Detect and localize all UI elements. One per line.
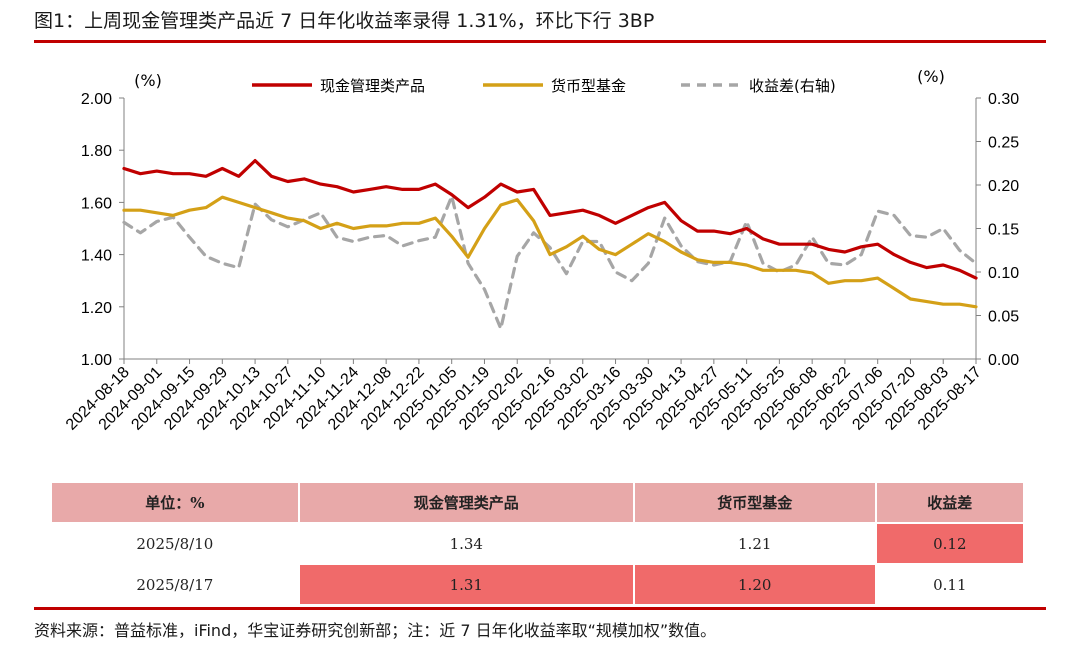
left-tick-label: 1.00 [81, 352, 112, 369]
cash-value: 1.34 [449, 534, 483, 553]
source-note: 资料来源：普益标准，iFind，华宝证券研究创新部；注：近 7 日年化收益率取“… [34, 621, 717, 640]
row-date: 2025/8/17 [136, 575, 214, 594]
right-tick-label: 0.05 [988, 309, 1019, 326]
right-tick-label: 0.00 [988, 352, 1019, 369]
right-tick-label: 0.20 [988, 178, 1019, 195]
right-tick-label: 0.15 [988, 222, 1019, 239]
figure-title: 图1：上周现金管理类产品近 7 日年化收益率录得 1.31%，环比下行 3BP [34, 10, 655, 32]
cash-value-highlight: 1.31 [299, 565, 633, 604]
header-unit: 单位：% [52, 483, 298, 522]
series-line-spread-2 [122, 194, 978, 331]
left-tick-label: 1.20 [81, 300, 112, 317]
table-row: 2025/8/17 1.31 1.20 0.11 [52, 565, 1023, 604]
series-line-solid-0 [122, 158, 978, 280]
header-cash-product: 现金管理类产品 [299, 483, 633, 522]
header-spread: 收益差 [876, 483, 1023, 522]
fund-value-highlight: 1.20 [634, 565, 875, 604]
bottom-rule [34, 607, 1046, 610]
left-tick-label: 1.80 [81, 143, 112, 160]
right-tick-label: 0.30 [988, 91, 1019, 108]
left-tick-label: 1.40 [81, 248, 112, 265]
row-date: 2025/8/10 [136, 534, 214, 553]
right-tick-label: 0.10 [988, 265, 1019, 282]
spread-value-highlight: 0.12 [876, 524, 1023, 563]
yield-table: 单位：% 现金管理类产品 货币型基金 收益差 2025/8/10 1.34 1.… [50, 481, 1025, 606]
yield-line-chart: 1.00 1.20 1.40 1.60 1.80 2.00 0.00 0.05 0.10 0.15… [63, 67, 1019, 434]
table-row: 2025/8/10 1.34 1.21 0.12 [52, 524, 1023, 563]
series-line-solid-1 [122, 195, 978, 309]
left-tick-label: 2.00 [81, 91, 112, 108]
legend-label: 收益差(右轴) [749, 77, 836, 95]
left-tick-label: 1.60 [81, 195, 112, 212]
header-money-fund: 货币型基金 [634, 483, 875, 522]
legend-label: 现金管理类产品 [320, 77, 425, 95]
table-header-row: 单位：% 现金管理类产品 货币型基金 收益差 [52, 483, 1023, 522]
right-unit-label: (%) [917, 67, 945, 86]
spread-value: 0.11 [933, 575, 967, 594]
right-tick-label: 0.25 [988, 135, 1019, 152]
top-rule [34, 40, 1046, 43]
fund-value: 1.21 [738, 534, 772, 553]
legend-label: 货币型基金 [551, 77, 626, 95]
left-unit-label: (%) [134, 71, 162, 90]
